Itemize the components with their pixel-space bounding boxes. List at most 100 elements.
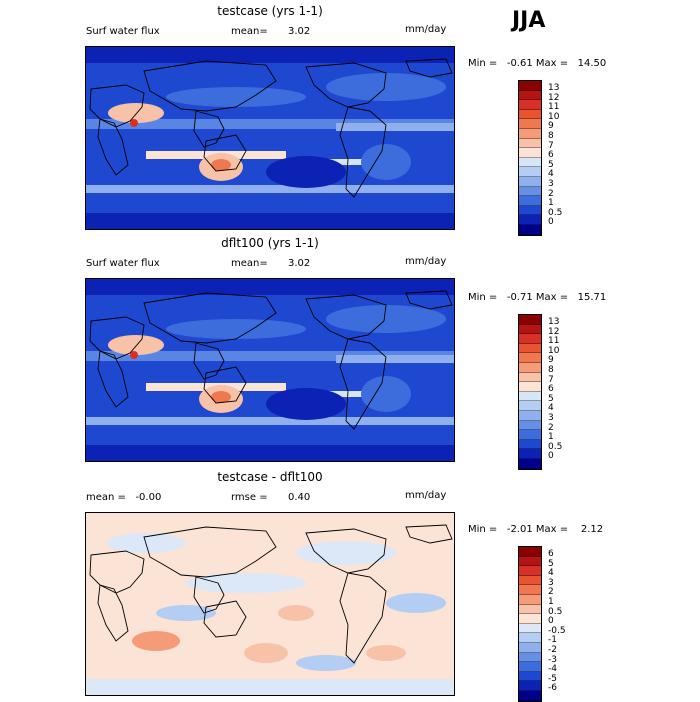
colorbar-tick: 0 <box>548 217 554 228</box>
units-label: mm/day <box>405 256 447 267</box>
colorbar-swatch <box>519 215 541 225</box>
colorbar-swatch <box>519 167 541 177</box>
colorbar-swatch <box>519 334 541 344</box>
precip-map <box>85 46 455 230</box>
colorbar-tick: 7 <box>548 374 554 385</box>
mean-value: 3.02 <box>288 26 311 37</box>
colorbar-ticks: 13 12 11 10 9 8 7 6 5 4 3 2 1 0.5 0 <box>548 317 562 462</box>
colorbar-swatch <box>519 401 541 411</box>
colorbar-tick: 10 <box>548 345 560 356</box>
colorbar-swatch <box>519 128 541 139</box>
panel-title: testcase - dflt100 <box>217 470 323 484</box>
colorbar <box>518 314 542 470</box>
colorbar-tick: 1 <box>548 198 554 209</box>
mean-value: 3.02 <box>288 258 311 269</box>
units-label: mm/day <box>405 490 447 501</box>
precip-map <box>85 278 455 462</box>
colorbar-tick: -1 <box>548 635 557 646</box>
colorbar-tick: 11 <box>548 336 560 347</box>
map-canvas <box>86 47 454 229</box>
colorbar-tick: 2 <box>548 422 554 433</box>
colorbar <box>518 80 542 236</box>
colorbar-tick: 6 <box>548 150 554 161</box>
colorbar-swatch <box>519 420 541 431</box>
colorbar-swatch <box>519 90 541 101</box>
colorbar-tick: 1 <box>548 596 554 607</box>
colorbar-tick: 3 <box>548 178 554 189</box>
colorbar-swatch <box>519 372 541 383</box>
colorbar-swatch <box>519 382 541 392</box>
colorbar-swatch <box>519 690 541 701</box>
mean-label: mean= <box>231 26 268 37</box>
rmse-label: rmse = <box>231 492 268 503</box>
colorbar-swatch <box>519 458 541 469</box>
colorbar-swatch <box>519 205 541 216</box>
colorbar-swatch <box>519 623 541 634</box>
colorbar-tick: 0.5 <box>548 606 563 617</box>
colorbar-tick: -3 <box>548 654 557 665</box>
colorbar-tick: 12 <box>548 326 560 337</box>
colorbar-swatch <box>519 196 541 206</box>
colorbar-swatch <box>519 362 541 373</box>
colorbar-tick: 4 <box>548 568 554 579</box>
variable-label: Surf water flux <box>86 258 160 269</box>
colorbar-swatch <box>519 324 541 335</box>
colorbar-tick: 9 <box>548 355 554 366</box>
colorbar-tick: 0 <box>548 451 554 462</box>
map-canvas <box>86 279 454 461</box>
colorbar-tick: 4 <box>548 169 554 180</box>
colorbar-tick: 6 <box>548 384 554 395</box>
colorbar-swatch <box>519 138 541 149</box>
colorbar-tick: 8 <box>548 364 554 375</box>
colorbar-tick: -5 <box>548 673 557 684</box>
colorbar-swatch <box>519 430 541 440</box>
colorbar-tick: 4 <box>548 403 554 414</box>
difference-map <box>85 512 455 696</box>
variable-label: Surf water flux <box>86 26 160 37</box>
mean-label: mean= <box>231 258 268 269</box>
colorbar-tick: 10 <box>548 111 560 122</box>
colorbar-swatch <box>519 633 541 643</box>
colorbar-swatch <box>519 81 541 91</box>
colorbar-tick: 3 <box>548 577 554 588</box>
colorbar-swatch <box>519 353 541 363</box>
colorbar-swatch <box>519 343 541 354</box>
colorbar-tick: -0.5 <box>548 625 566 636</box>
colorbar-swatch <box>519 391 541 402</box>
colorbar-swatch <box>519 157 541 168</box>
colorbar-swatch <box>519 449 541 459</box>
colorbar-swatch <box>519 585 541 595</box>
colorbar-ticks: 13 12 11 10 9 8 7 6 5 4 3 2 1 0.5 0 <box>548 83 563 228</box>
colorbar-swatch <box>519 224 541 235</box>
colorbar-tick: 9 <box>548 121 554 132</box>
units-label: mm/day <box>405 24 447 35</box>
colorbar-tick: 6 <box>548 549 554 559</box>
colorbar-swatch <box>519 681 541 691</box>
colorbar-swatch <box>519 547 541 557</box>
colorbar-tick: 5 <box>548 159 554 170</box>
colorbar-swatch <box>519 176 541 187</box>
colorbar-swatch <box>519 566 541 576</box>
colorbar-swatch <box>519 671 541 682</box>
colorbar-swatch <box>519 148 541 158</box>
colorbar-swatch <box>519 109 541 120</box>
colorbar-swatch <box>519 556 541 567</box>
colorbar-swatch <box>519 100 541 110</box>
colorbar-tick: 5 <box>548 558 554 569</box>
season-label: JJA <box>512 8 546 33</box>
colorbar-swatch <box>519 119 541 129</box>
colorbar-tick: 2 <box>548 587 554 598</box>
min-max-label: Min = -0.71 Max = 15.71 <box>468 292 607 303</box>
panel-title: dflt100 (yrs 1-1) <box>221 236 319 250</box>
colorbar-tick: 5 <box>548 393 554 404</box>
colorbar-tick: 0.5 <box>548 207 563 218</box>
colorbar-swatch <box>519 315 541 325</box>
colorbar-tick: 8 <box>548 130 554 141</box>
colorbar-swatch <box>519 642 541 653</box>
colorbar-tick: 13 <box>548 83 560 93</box>
rmse-value: 0.40 <box>288 492 311 503</box>
colorbar-tick: 12 <box>548 92 560 103</box>
colorbar-swatch <box>519 575 541 586</box>
colorbar-tick: 13 <box>548 317 560 327</box>
colorbar-tick: -6 <box>548 683 557 694</box>
